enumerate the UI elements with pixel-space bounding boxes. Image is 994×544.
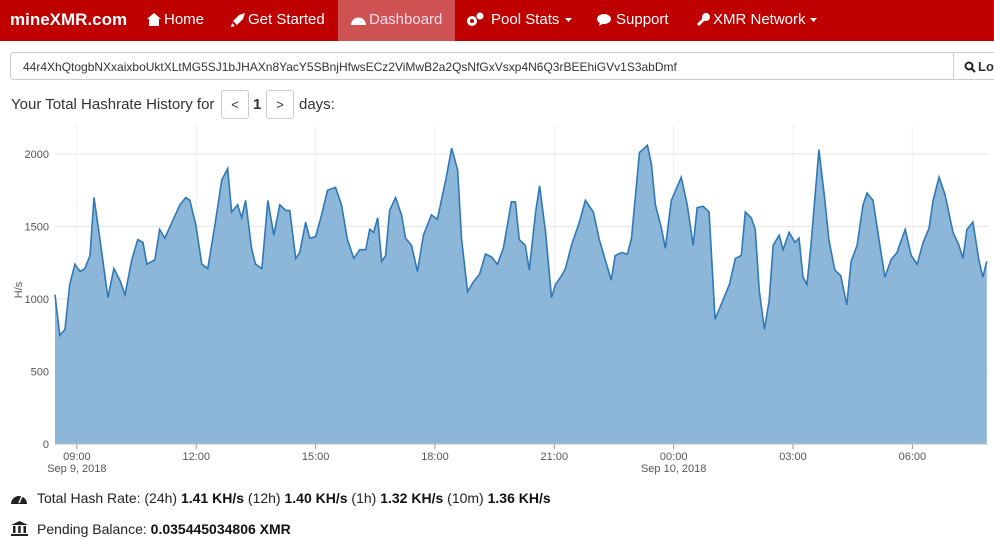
hashrate-line: Total Hash Rate: (24h) 1.41 KH/s (12h) 1… xyxy=(37,490,551,506)
period: (1h) xyxy=(351,490,377,506)
balance-label: Pending Balance: xyxy=(37,521,147,537)
nav-item[interactable]: Home xyxy=(164,11,205,28)
y-tick-label: 500 xyxy=(31,367,49,379)
y-tick-label: 1500 xyxy=(25,222,49,234)
prev-button[interactable]: < xyxy=(221,90,249,119)
navbar: mineXMR.com Home Get Started Dashboard P… xyxy=(0,0,994,41)
x-tick-label: 12:00 xyxy=(182,451,210,463)
cogs-icon xyxy=(467,12,484,26)
period: (24h) xyxy=(144,490,178,506)
search-icon xyxy=(964,61,976,73)
hashrate-value: 1.40 KH/s xyxy=(284,490,348,506)
balance-line: Pending Balance: 0.035445034806 XMR xyxy=(37,521,291,537)
period: (12h) xyxy=(247,490,281,506)
hashrate-chart: H/s 0 500 1000 1500 2000 09:00 12:00 15:00 18:00… xyxy=(13,125,988,475)
hashrate-value: 1.32 KH/s xyxy=(380,490,444,506)
x-tick-label: 21:00 xyxy=(541,451,569,463)
lookup-button[interactable]: Lo xyxy=(953,52,994,80)
history-label: Your Total Hashrate History for xyxy=(11,96,215,113)
y-tick-label: 1000 xyxy=(25,294,49,306)
dashboard-icon xyxy=(351,17,366,25)
bank-icon xyxy=(11,521,28,536)
hashrate-value: 1.41 KH/s xyxy=(180,490,245,506)
days-value: 1 xyxy=(253,96,262,113)
x-date-label: Sep 9, 2018 xyxy=(47,463,106,475)
hashrate-value: 1.36 KH/s xyxy=(487,490,551,506)
nav-item[interactable]: Get Started xyxy=(248,11,325,28)
chat-icon xyxy=(597,14,611,26)
dashboard-icon xyxy=(11,495,27,504)
y-tick-label: 2000 xyxy=(25,149,49,161)
nav-item[interactable]: Support xyxy=(616,11,669,28)
x-tick-label: 00:00 xyxy=(660,451,688,463)
area-line xyxy=(54,143,988,338)
x-tick-label: 03:00 xyxy=(779,451,807,463)
area-fill xyxy=(55,145,987,445)
period: (10m) xyxy=(447,490,484,506)
caret xyxy=(810,18,817,22)
home-icon xyxy=(147,13,161,26)
lookup-label: Lo xyxy=(978,59,994,74)
y-axis-label: H/s xyxy=(13,281,25,298)
nav-item[interactable]: Dashboard xyxy=(369,11,443,28)
address-text: 44r4XhQtogbNXxaixboUktXLtMG5SJ1bJHAXn8Ya… xyxy=(23,60,677,74)
next-button[interactable]: > xyxy=(266,90,294,119)
x-tick-label: 15:00 xyxy=(302,451,330,463)
x-tick-label: 09:00 xyxy=(63,451,91,463)
rocket-icon xyxy=(231,13,245,27)
y-tick-label: 0 xyxy=(43,439,49,451)
nav-item[interactable]: XMR Network xyxy=(713,11,806,28)
nav-item[interactable]: Pool Stats xyxy=(491,11,560,28)
address-input[interactable]: 44r4XhQtogbNXxaixboUktXLtMG5SJ1bJHAXn8Ya… xyxy=(10,52,954,80)
hashrate-label: Total Hash Rate: xyxy=(37,490,141,506)
x-tick-label: 06:00 xyxy=(899,451,927,463)
x-date-label: Sep 10, 2018 xyxy=(641,463,706,475)
days-suffix: days: xyxy=(299,96,335,113)
caret xyxy=(565,18,572,22)
balance-value: 0.035445034806 XMR xyxy=(150,521,291,537)
x-tick-label: 18:00 xyxy=(421,451,449,463)
wrench-icon xyxy=(696,13,710,27)
brand[interactable]: mineXMR.com xyxy=(10,10,128,29)
